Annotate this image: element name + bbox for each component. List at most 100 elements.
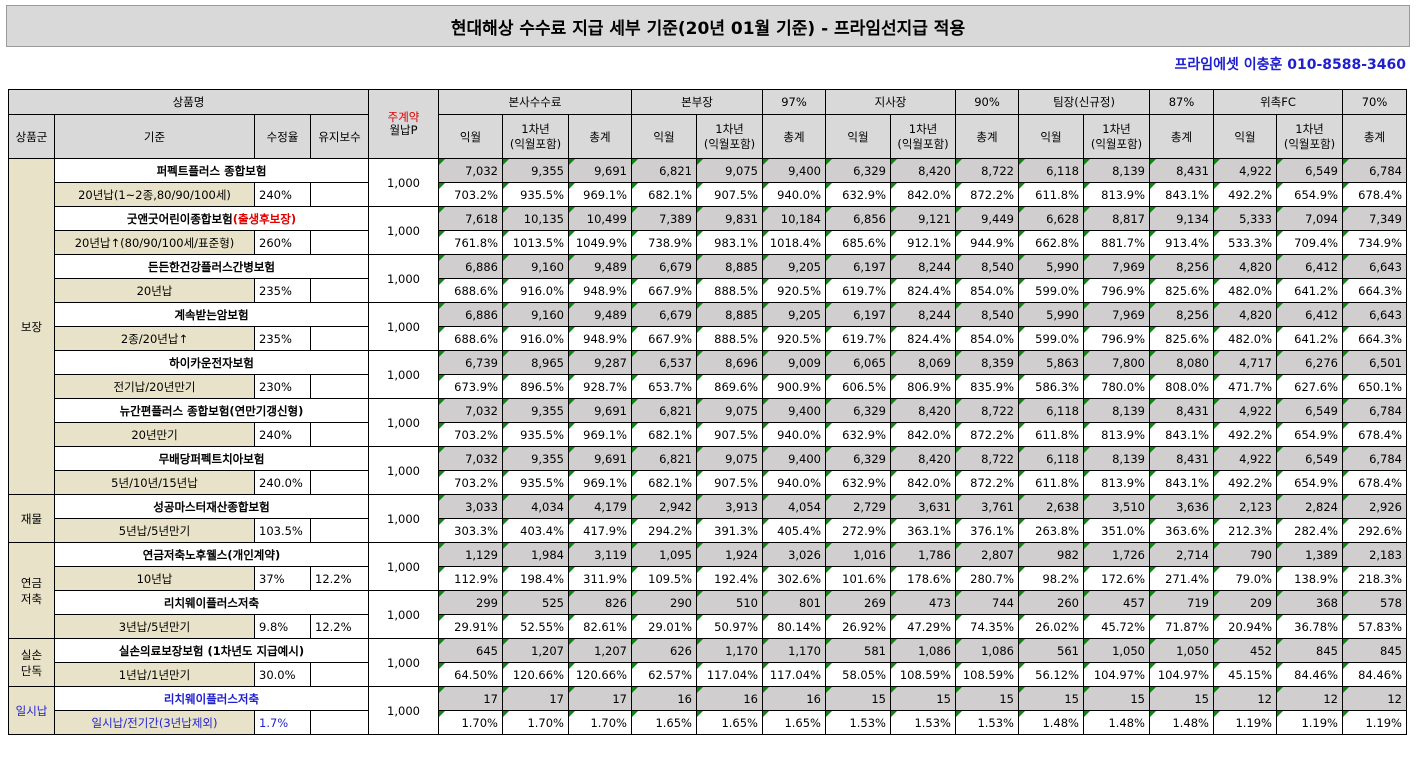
commission-amount-cell: 3,636 bbox=[1149, 494, 1214, 519]
subheader-first-month: 익월 bbox=[1213, 114, 1277, 159]
commission-amount-cell: 626 bbox=[631, 638, 697, 663]
premium-amount: 1,000 bbox=[368, 302, 439, 351]
commission-pct-cell: 1.48% bbox=[1083, 710, 1150, 735]
commission-amount-cell: 5,863 bbox=[1018, 350, 1084, 375]
commission-pct-cell: 533.3% bbox=[1213, 230, 1277, 255]
commission-amount-cell: 1,984 bbox=[502, 542, 569, 567]
product-row-amounts: 보장 퍼펙트플러스 종합보험 1,000 7,032 9,355 9,691 6,821 9,… bbox=[8, 158, 1407, 495]
commission-pct-cell: 843.1% bbox=[1149, 182, 1214, 207]
commission-pct-cell: 888.5% bbox=[696, 278, 763, 303]
product-row-percentages: 3년납/5년만기 9.8% 12.2% 29.91% 52.55% 82.61% 29.01… bbox=[9, 614, 1407, 639]
commission-amount-cell: 17 bbox=[568, 686, 632, 711]
commission-pct-cell: 907.5% bbox=[696, 470, 763, 495]
commission-pct-cell: 1.48% bbox=[1149, 710, 1214, 735]
commission-pct-cell: 272.9% bbox=[825, 518, 891, 543]
commission-pct-cell: 82.61% bbox=[568, 614, 632, 639]
product-maintenance bbox=[310, 230, 369, 255]
commission-amount-cell: 368 bbox=[1276, 590, 1343, 615]
subheader-total: 총계 bbox=[1149, 114, 1214, 159]
commission-pct-cell: 920.5% bbox=[762, 278, 826, 303]
commission-amount-cell: 9,075 bbox=[696, 446, 763, 471]
commission-amount-cell: 6,065 bbox=[825, 350, 891, 375]
subheader-year1: 1차년 (익월포함) bbox=[696, 114, 763, 159]
product-row-amounts: 계속받는암보험 1,000 6,886 9,160 9,489 6,679 8,885 9,2… bbox=[9, 302, 1407, 351]
commission-pct-cell: 117.04% bbox=[762, 662, 826, 687]
commission-pct-cell: 1.70% bbox=[438, 710, 503, 735]
subheader-year1: 1차년 (익월포함) bbox=[1276, 114, 1343, 159]
commission-amount-cell: 561 bbox=[1018, 638, 1084, 663]
commission-pct-cell: 1.53% bbox=[890, 710, 956, 735]
commission-pct-cell: 940.0% bbox=[762, 422, 826, 447]
commission-amount-cell: 8,722 bbox=[955, 446, 1019, 471]
commission-amount-cell: 9,009 bbox=[762, 350, 826, 375]
commission-amount-cell: 845 bbox=[1276, 638, 1343, 663]
product-name: 리치웨이플러스저축 bbox=[54, 590, 369, 615]
commission-amount-cell: 1,086 bbox=[890, 638, 956, 663]
commission-pct-cell: 682.1% bbox=[631, 422, 697, 447]
commission-pct-cell: 36.78% bbox=[1276, 614, 1343, 639]
subheader-total: 총계 bbox=[955, 114, 1019, 159]
commission-pct-cell: 101.6% bbox=[825, 566, 891, 591]
product-row-percentages: 20년납↑(80/90/100세/표준형) 260% 761.8% 1013.5% 10… bbox=[9, 230, 1407, 255]
commission-pct-cell: 969.1% bbox=[568, 470, 632, 495]
commission-amount-cell: 1,389 bbox=[1276, 542, 1343, 567]
commission-pct-cell: 611.8% bbox=[1018, 182, 1084, 207]
product-group-label: 재물 bbox=[8, 494, 55, 543]
commission-amount-cell: 260 bbox=[1018, 590, 1084, 615]
commission-pct-cell: 806.9% bbox=[890, 374, 956, 399]
commission-pct-cell: 52.55% bbox=[502, 614, 569, 639]
commission-pct-cell: 913.4% bbox=[1149, 230, 1214, 255]
commission-pct-cell: 606.5% bbox=[825, 374, 891, 399]
commission-pct-cell: 1.70% bbox=[502, 710, 569, 735]
commission-amount-cell: 9,355 bbox=[502, 446, 569, 471]
commission-amount-cell: 9,075 bbox=[696, 158, 763, 183]
commission-amount-cell: 6,679 bbox=[631, 302, 697, 327]
commission-pct-cell: 108.59% bbox=[955, 662, 1019, 687]
commission-pct-cell: 881.7% bbox=[1083, 230, 1150, 255]
commission-amount-cell: 9,400 bbox=[762, 398, 826, 423]
commission-pct-cell: 417.9% bbox=[568, 518, 632, 543]
commission-pct-cell: 280.7% bbox=[955, 566, 1019, 591]
commission-pct-cell: 920.5% bbox=[762, 326, 826, 351]
commission-amount-cell: 3,913 bbox=[696, 494, 763, 519]
premium-amount: 1,000 bbox=[368, 158, 439, 207]
commission-amount-cell: 2,638 bbox=[1018, 494, 1084, 519]
product-row-amounts: 연금 저축 연금저축노후웰스(개인계약) 1,000 1,129 1,984 3,119 1,… bbox=[8, 542, 1407, 639]
commission-amount-cell: 3,510 bbox=[1083, 494, 1150, 519]
product-rate: 260% bbox=[254, 230, 311, 255]
product-row-amounts: 무배당퍼펙트치아보험 1,000 7,032 9,355 9,691 6,821 9,075… bbox=[9, 446, 1407, 495]
product-rate: 103.5% bbox=[254, 518, 311, 543]
commission-pct-cell: 948.9% bbox=[568, 326, 632, 351]
commission-pct-cell: 74.35% bbox=[955, 614, 1019, 639]
commission-amount-cell: 8,885 bbox=[696, 254, 763, 279]
commission-amount-cell: 7,032 bbox=[438, 446, 503, 471]
product-group-label: 연금 저축 bbox=[8, 542, 55, 639]
commission-amount-cell: 7,032 bbox=[438, 158, 503, 183]
commission-pct-cell: 1.19% bbox=[1213, 710, 1277, 735]
product-criteria: 2종/20년납↑ bbox=[54, 326, 255, 351]
commission-pct-cell: 1.48% bbox=[1018, 710, 1084, 735]
commission-amount-cell: 1,050 bbox=[1083, 638, 1150, 663]
commission-pct-cell: 611.8% bbox=[1018, 470, 1084, 495]
commission-pct-cell: 303.3% bbox=[438, 518, 503, 543]
commission-amount-cell: 8,817 bbox=[1083, 206, 1150, 231]
commission-amount-cell: 4,820 bbox=[1213, 302, 1277, 327]
commission-amount-cell: 2,729 bbox=[825, 494, 891, 519]
commission-pct-cell: 263.8% bbox=[1018, 518, 1084, 543]
commission-amount-cell: 4,034 bbox=[502, 494, 569, 519]
commission-pct-cell: 673.9% bbox=[438, 374, 503, 399]
commission-amount-cell: 2,942 bbox=[631, 494, 697, 519]
product-criteria: 3년납/5년만기 bbox=[54, 614, 255, 639]
commission-amount-cell: 269 bbox=[825, 590, 891, 615]
product-maintenance bbox=[310, 518, 369, 543]
commission-pct-cell: 109.5% bbox=[631, 566, 697, 591]
product-maintenance bbox=[310, 278, 369, 303]
commission-amount-cell: 6,412 bbox=[1276, 254, 1343, 279]
commission-amount-cell: 209 bbox=[1213, 590, 1277, 615]
commission-pct-cell: 813.9% bbox=[1083, 470, 1150, 495]
commission-amount-cell: 12 bbox=[1342, 686, 1407, 711]
commission-pct-cell: 824.4% bbox=[890, 326, 956, 351]
commission-amount-cell: 9,489 bbox=[568, 302, 632, 327]
commission-pct-cell: 294.2% bbox=[631, 518, 697, 543]
commission-amount-cell: 645 bbox=[438, 638, 503, 663]
